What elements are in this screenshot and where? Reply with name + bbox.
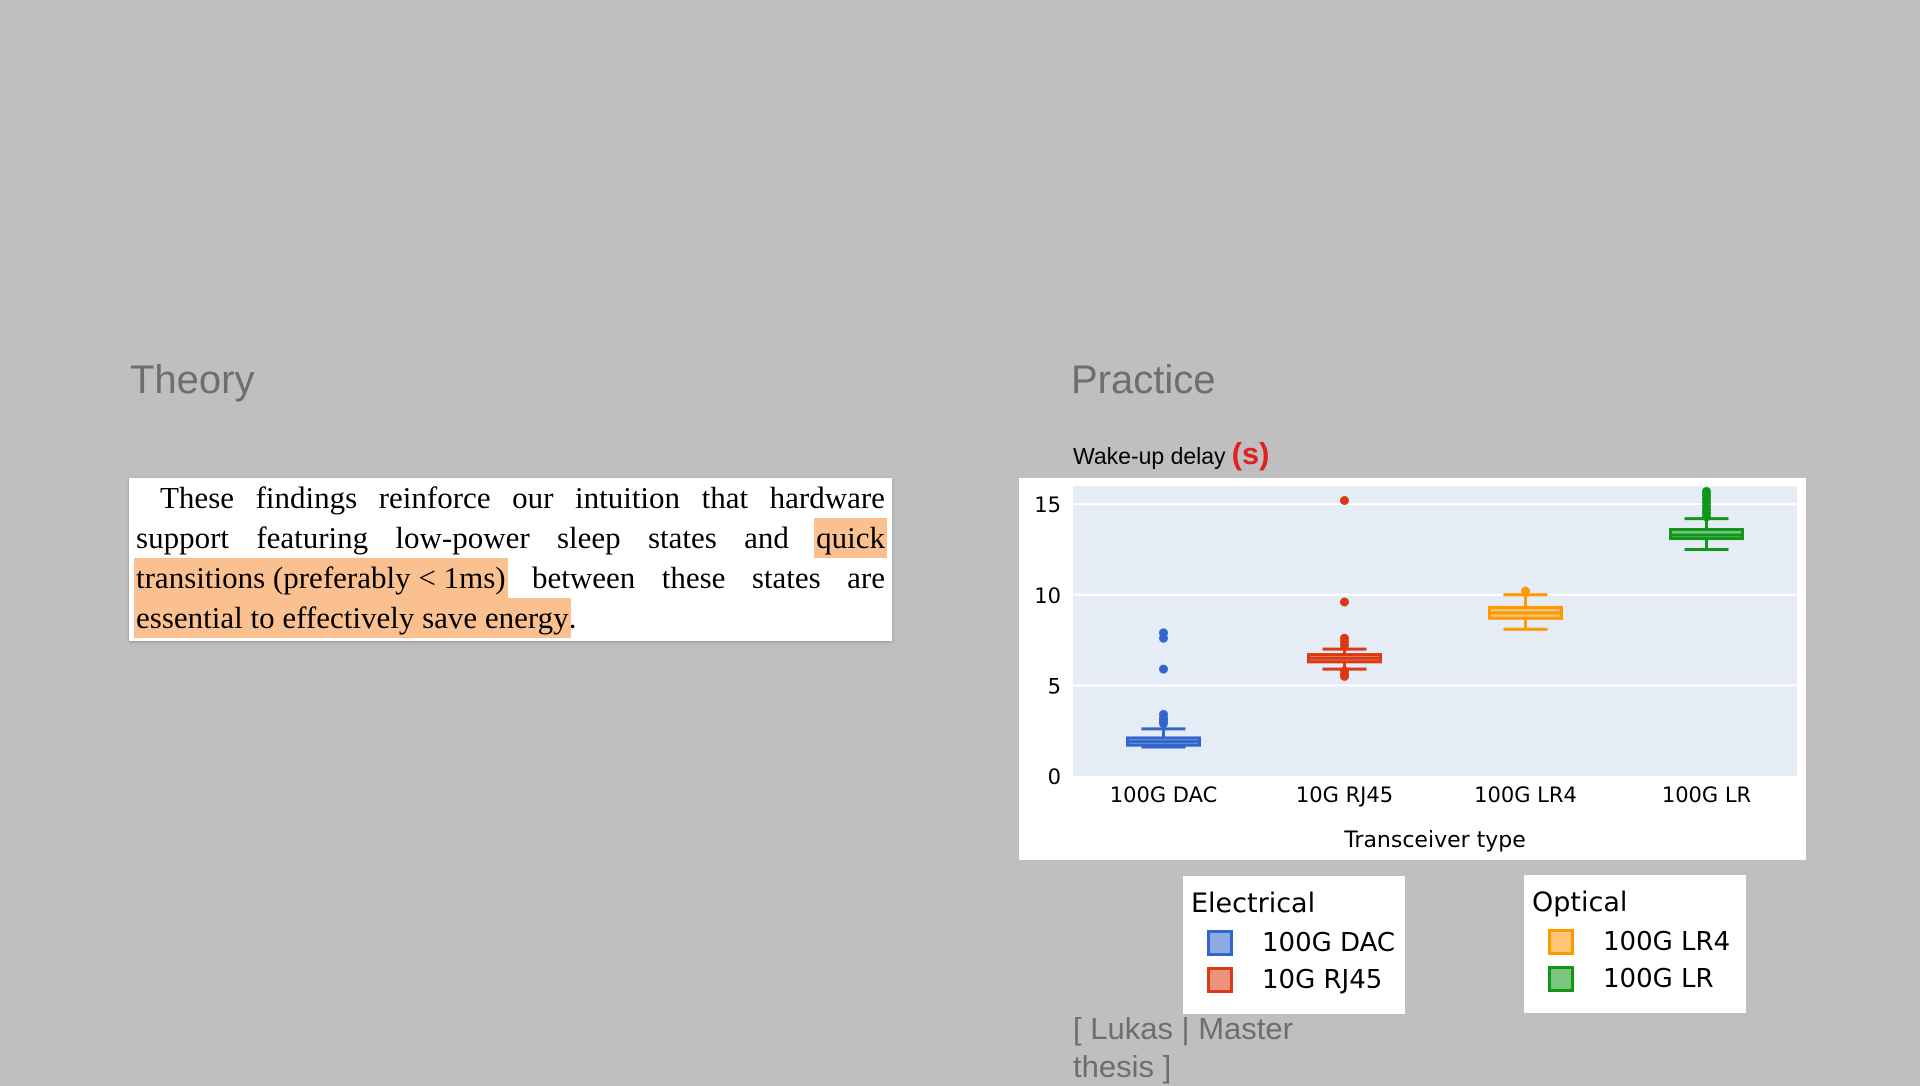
legend-label: 100G DAC: [1262, 928, 1396, 958]
legend-swatch: [1207, 967, 1233, 993]
quote-word: support: [136, 520, 229, 555]
quote-highlight-text: transitions (preferably: [136, 560, 419, 595]
quote-word: our: [512, 480, 554, 515]
math-number: 1: [443, 560, 460, 595]
footnote: [ Lukas | Master thesis ]: [1073, 1010, 1333, 1086]
quote-word: between: [532, 560, 636, 595]
quote-line-3: transitions (preferably < 1ms) between t…: [134, 558, 885, 598]
math-unit: ms: [459, 560, 496, 595]
box-plot: 0 5 10 15 100G DAC 10G RJ45 100G LR4 100G LR Tra…: [1034, 486, 1797, 853]
outlier-point: [1521, 586, 1530, 596]
quote-word: findings: [255, 480, 358, 515]
quote-box: These findings reinforce our intuition t…: [129, 478, 892, 641]
quote-word: sleep: [556, 520, 621, 555]
y-tick-label: 15: [1034, 493, 1061, 517]
x-tick-label: 100G DAC: [1110, 783, 1218, 807]
y-tick-label: 0: [1048, 765, 1061, 789]
x-tick-label: 100G LR4: [1474, 783, 1577, 807]
legend-label: 10G RJ45: [1262, 965, 1383, 995]
math-lt: <: [418, 560, 436, 595]
chart-title-text: Wake-up delay: [1073, 443, 1226, 469]
x-axis-label: Transceiver type: [1343, 828, 1526, 853]
legend-swatch: [1207, 930, 1233, 956]
legend-label: 100G LR4: [1603, 927, 1731, 957]
quote-word: states: [647, 520, 717, 555]
quote-period: .: [568, 600, 577, 635]
outlier-point: [1159, 664, 1168, 674]
quote-line-4: essential to effectively save energy.: [134, 598, 885, 638]
quote-word: are: [847, 560, 885, 595]
chart-title-unit: (s): [1231, 436, 1270, 471]
y-tick-label: 10: [1034, 584, 1061, 608]
legend-optical: Optical 100G LR4 100G LR: [1524, 875, 1746, 1013]
quote-highlight: quick: [814, 518, 887, 558]
legend-electrical: Electrical 100G DAC 10G RJ45: [1183, 876, 1405, 1014]
quote-highlight: transitions (preferably < 1ms): [134, 558, 508, 598]
legend-swatch: [1548, 966, 1574, 992]
outlier-point: [1340, 666, 1349, 676]
quote-line-1: These findings reinforce our intuition t…: [136, 478, 885, 518]
quote-word: featuring: [256, 520, 369, 555]
practice-heading: Practice: [1071, 358, 1216, 402]
x-tick-label: 100G LR: [1662, 783, 1751, 807]
chart-title: Wake-up delay (s): [1073, 436, 1269, 472]
quote-word: hardware: [769, 480, 885, 515]
footnote-line: thesis ]: [1073, 1049, 1172, 1084]
outlier-point: [1159, 628, 1168, 638]
quote-word: states: [751, 560, 821, 595]
y-tick-label: 5: [1048, 674, 1061, 698]
quote-word: reinforce: [378, 480, 491, 515]
outlier-point: [1702, 486, 1711, 496]
legend-item: 100G LR4: [1548, 927, 1730, 957]
outlier-point: [1340, 633, 1349, 643]
outlier-point: [1340, 496, 1349, 505]
quote-paren: ): [495, 560, 506, 595]
footnote-line: [ Lukas | Master: [1073, 1011, 1293, 1046]
quote-word: intuition: [574, 480, 681, 515]
legend-label: 100G LR: [1603, 964, 1714, 994]
legend-item: 10G RJ45: [1207, 965, 1382, 995]
x-tick-label: 10G RJ45: [1296, 783, 1393, 807]
quote-word: and: [744, 520, 789, 555]
outlier-point: [1340, 597, 1349, 607]
quote-word: these: [661, 560, 726, 595]
legend-swatch: [1548, 929, 1574, 955]
legend-item: 100G LR: [1548, 964, 1714, 994]
legend-title: Optical: [1532, 887, 1628, 918]
quote-word: low-power: [395, 520, 530, 555]
quote-highlight: essential to effectively save energy: [134, 598, 571, 638]
quote-word: that: [701, 480, 749, 515]
legend-item: 100G DAC: [1207, 928, 1395, 958]
quote-word: These: [160, 480, 235, 515]
outlier-point: [1159, 709, 1168, 719]
theory-heading: Theory: [130, 358, 255, 402]
chart-box: 0 5 10 15 100G DAC 10G RJ45 100G LR4 100G LR Tra…: [1019, 478, 1806, 860]
quote-line-2: support featuring low-power sleep states…: [136, 518, 887, 558]
legend-title: Electrical: [1191, 888, 1316, 919]
